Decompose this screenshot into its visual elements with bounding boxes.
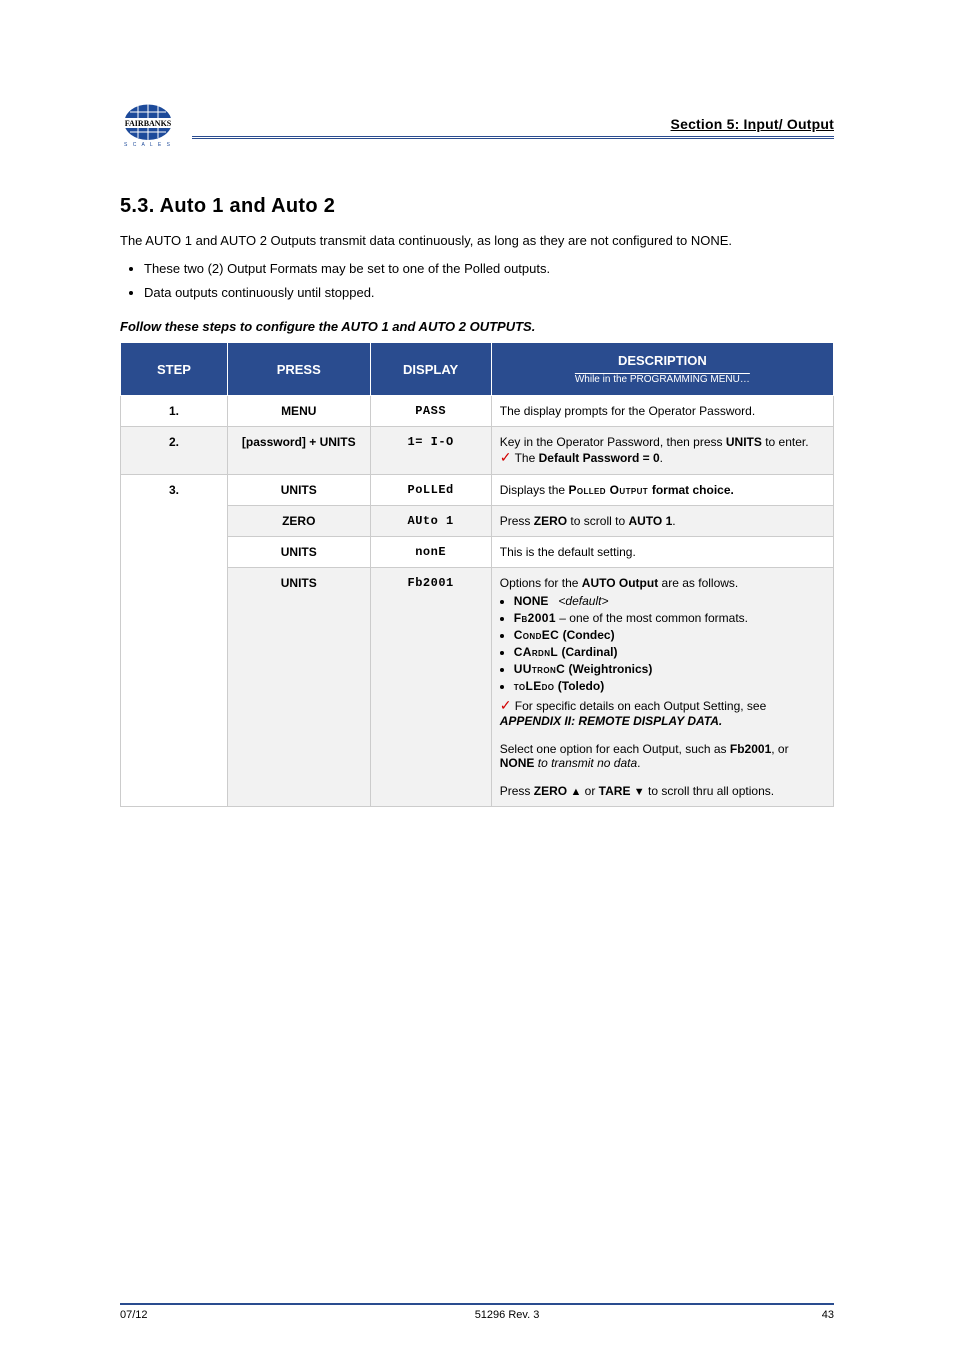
footer-docrev: 51296 Rev. 3	[230, 1309, 784, 1321]
cell-display: nonE	[370, 537, 491, 568]
cell-step: 1.	[121, 396, 228, 427]
section-heading: 5.3. Auto 1 and Auto 2	[120, 195, 834, 218]
cell-description: The display prompts for the Operator Pas…	[491, 396, 833, 427]
cell-display: PoLLEd	[370, 475, 491, 506]
cell-press: UNITS	[227, 475, 370, 506]
table-row: 3.UNITSPoLLEdDisplays the Polled Output …	[121, 475, 834, 506]
cell-description: Press ZERO to scroll to AUTO 1.	[491, 506, 833, 537]
page-footer: 07/12 51296 Rev. 3 43	[120, 1303, 834, 1321]
cell-description: Displays the Polled Output format choice…	[491, 475, 833, 506]
col-press: PRESS	[227, 343, 370, 396]
svg-text:FAIRBANKS: FAIRBANKS	[125, 119, 172, 128]
cell-press: UNITS	[227, 537, 370, 568]
col-step: STEP	[121, 343, 228, 396]
cell-description: Key in the Operator Password, then press…	[491, 427, 833, 475]
cell-press: [password] + UNITS	[227, 427, 370, 475]
table-row: UNITSFb2001Options for the AUTO Output a…	[121, 568, 834, 807]
cell-press: ZERO	[227, 506, 370, 537]
page-header: FAIRBANKS S C A L E S Section 5: Input/ …	[120, 100, 834, 155]
footer-date: 07/12	[120, 1309, 230, 1321]
intro-bullets: These two (2) Output Formats may be set …	[120, 259, 834, 303]
svg-text:S C A L E S: S C A L E S	[124, 142, 172, 148]
table-row: 1.MENUPASSThe display prompts for the Op…	[121, 396, 834, 427]
cell-display: AUto 1	[370, 506, 491, 537]
method-label: Follow these steps to configure the AUTO…	[120, 319, 834, 334]
cell-display: 1= I-O	[370, 427, 491, 475]
col-desc-sub: While in the PROGRAMMING MENU…	[498, 371, 827, 385]
cell-press: UNITS	[227, 568, 370, 807]
table-row: ZEROAUto 1Press ZERO to scroll to AUTO 1…	[121, 506, 834, 537]
cell-step: 2.	[121, 427, 228, 475]
cell-display: Fb2001	[370, 568, 491, 807]
cell-press: MENU	[227, 396, 370, 427]
cell-description: This is the default setting.	[491, 537, 833, 568]
cell-description: Options for the AUTO Output are as follo…	[491, 568, 833, 807]
table-row: UNITSnonEThis is the default setting.	[121, 537, 834, 568]
section-header-title: Section 5: Input/ Output	[192, 116, 834, 132]
col-desc: DESCRIPTION While in the PROGRAMMING MEN…	[491, 343, 833, 396]
col-display: DISPLAY	[370, 343, 491, 396]
cell-step: 3.	[121, 475, 228, 807]
cell-display: PASS	[370, 396, 491, 427]
config-steps-table: STEP PRESS DISPLAY DESCRIPTION While in …	[120, 342, 834, 807]
bullet-item: Data outputs continuously until stopped.	[144, 283, 834, 303]
bullet-item: These two (2) Output Formats may be set …	[144, 259, 834, 279]
col-desc-main: DESCRIPTION	[618, 353, 707, 368]
intro-text: The AUTO 1 and AUTO 2 Outputs transmit d…	[120, 232, 834, 251]
header-rule	[192, 136, 834, 139]
footer-pagenum: 43	[784, 1309, 834, 1321]
fairbanks-logo: FAIRBANKS S C A L E S	[120, 100, 176, 155]
table-row: 2.[password] + UNITS1= I-OKey in the Ope…	[121, 427, 834, 475]
